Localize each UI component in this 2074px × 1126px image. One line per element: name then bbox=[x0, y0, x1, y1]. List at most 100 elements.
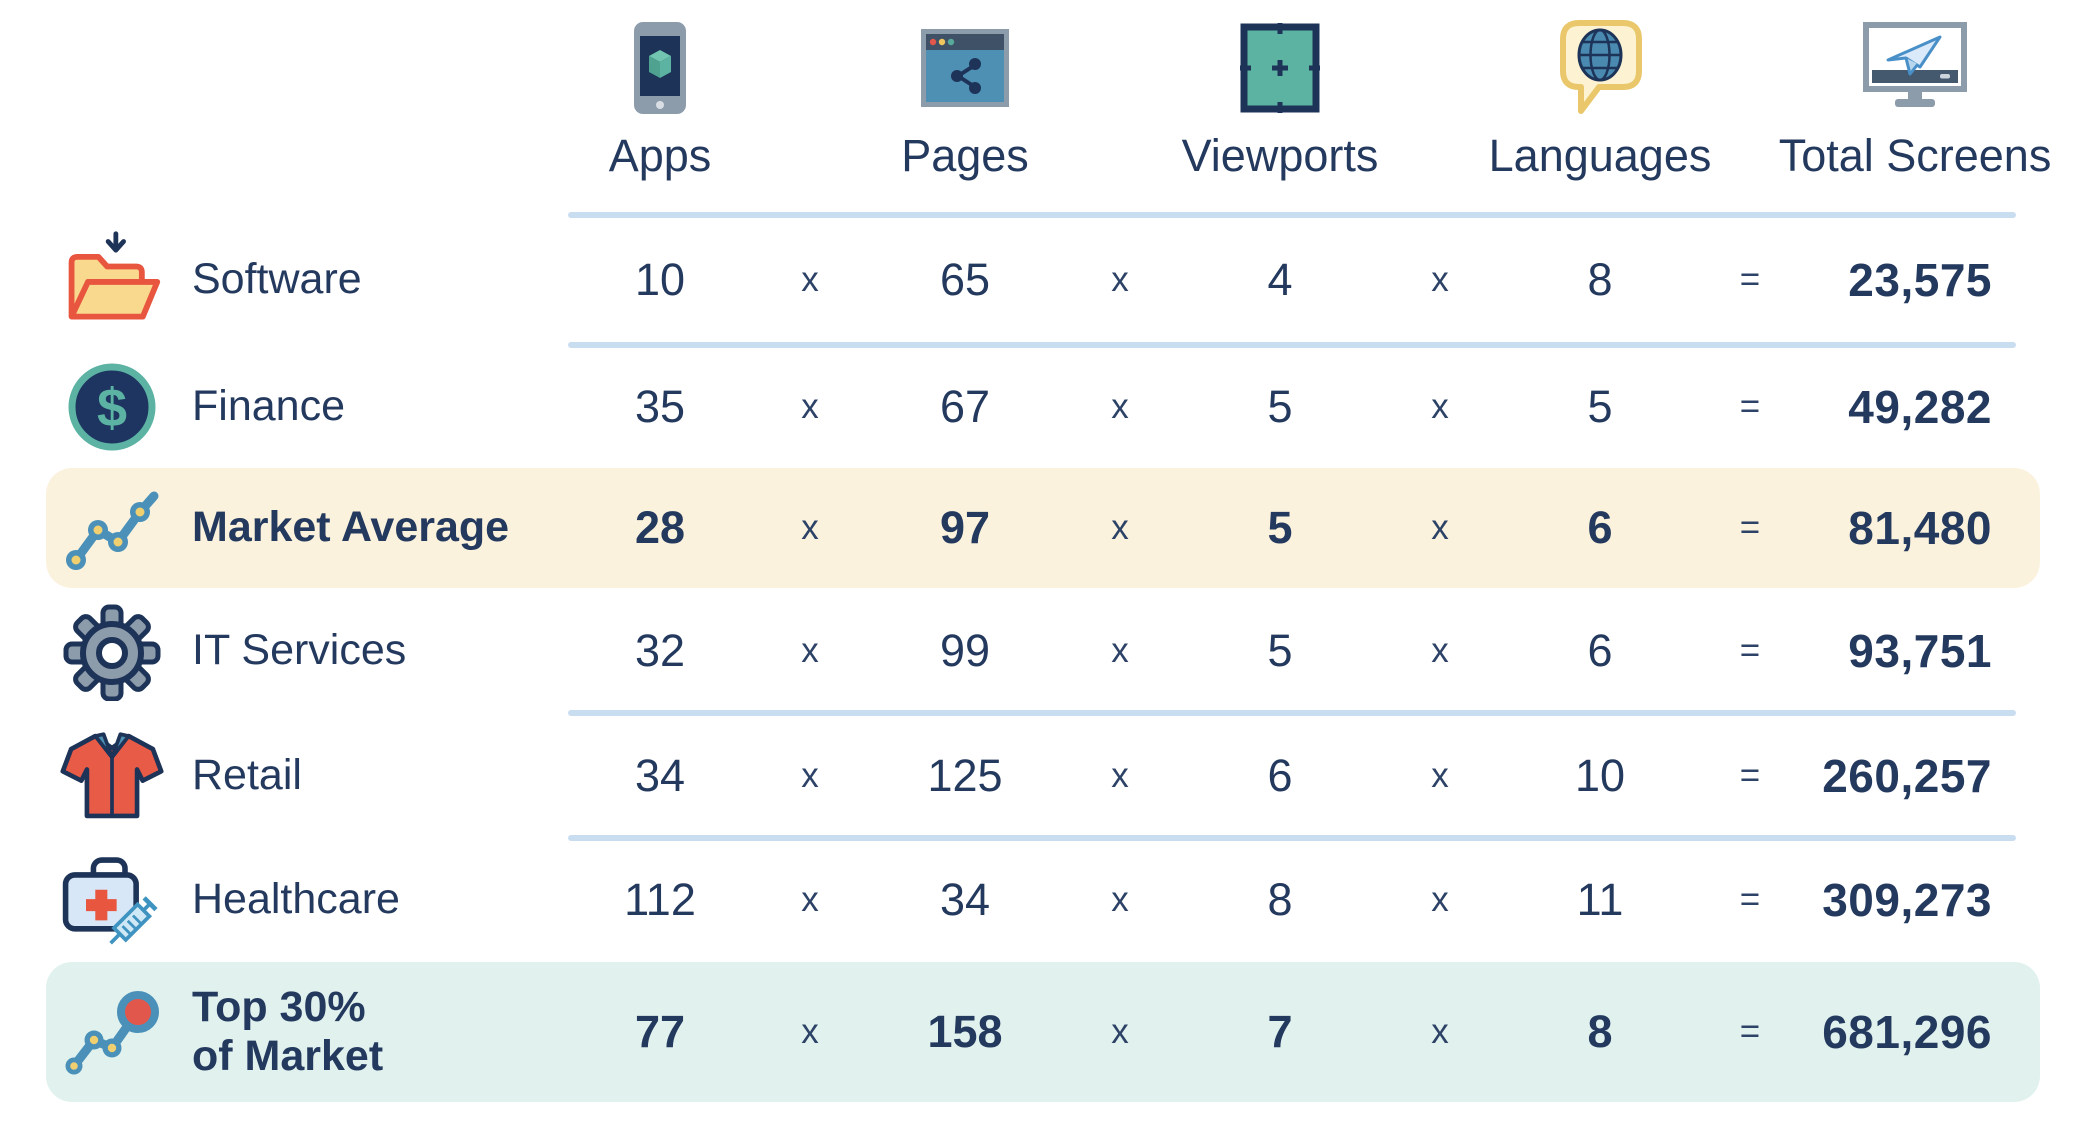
total-screens-value: 49,282 bbox=[1848, 380, 1992, 433]
multiply-operator: x bbox=[801, 386, 819, 426]
apps-value: 34 bbox=[634, 749, 686, 801]
viewports-value: 8 bbox=[1267, 874, 1293, 925]
languages-value: 6 bbox=[1587, 624, 1613, 676]
row-label-line-2: of Market bbox=[192, 1032, 384, 1080]
column-header-total-screens: Total Screens bbox=[1779, 0, 2051, 179]
pages-value: 125 bbox=[927, 749, 1003, 801]
equals-operator: = bbox=[1739, 386, 1761, 426]
table-row-it-services: IT Services 32 x 99 x 5 x 6 = 93,751 bbox=[46, 588, 2040, 716]
total-screens-value: 93,751 bbox=[1848, 624, 1992, 677]
equals-operator: = bbox=[1739, 508, 1761, 547]
multiply-operator: x bbox=[1431, 880, 1449, 919]
row-label: Software bbox=[192, 255, 362, 304]
equals-operator: = bbox=[1739, 630, 1761, 670]
multiply-operator: x bbox=[1111, 386, 1129, 426]
equals-operator: = bbox=[1739, 880, 1761, 919]
column-header-languages: Languages bbox=[1489, 0, 1711, 179]
screens-multiplication-table: Apps Pages bbox=[46, 0, 2051, 1102]
table-row-finance: $ Finance 35 x 67 x 5 x 5 = 49,282 bbox=[46, 345, 2040, 468]
viewports-value: 5 bbox=[1267, 380, 1293, 432]
pages-value: 158 bbox=[927, 1006, 1003, 1057]
apps-value: 112 bbox=[624, 874, 696, 925]
row-label-line-1: Top 30% bbox=[192, 982, 366, 1031]
multiply-operator: x bbox=[1111, 630, 1129, 670]
pages-value: 34 bbox=[939, 874, 991, 925]
total-screens-value: 260,257 bbox=[1822, 749, 1992, 802]
apps-value: 28 bbox=[634, 502, 686, 553]
column-label: Apps bbox=[608, 130, 712, 181]
total-screens-value: 309,273 bbox=[1822, 874, 1992, 926]
row-label: Retail bbox=[192, 750, 302, 799]
languages-value: 8 bbox=[1587, 1006, 1613, 1057]
multiply-operator: x bbox=[801, 880, 819, 919]
languages-value: 10 bbox=[1574, 749, 1626, 801]
apps-value: 10 bbox=[634, 254, 686, 305]
multiply-operator: x bbox=[1111, 880, 1129, 919]
multiply-operator: x bbox=[1431, 260, 1449, 299]
multiply-operator: x bbox=[1431, 1012, 1449, 1051]
multiply-operator: x bbox=[1431, 755, 1449, 795]
languages-icon bbox=[1555, 16, 1645, 120]
viewports-value: 4 bbox=[1267, 254, 1293, 305]
multiply-operator: x bbox=[1431, 630, 1449, 670]
row-label: Finance bbox=[192, 381, 345, 430]
pages-value: 99 bbox=[939, 624, 991, 676]
total-screens-value: 23,575 bbox=[1848, 254, 1992, 306]
equals-operator: = bbox=[1739, 260, 1761, 299]
multiply-operator: x bbox=[1111, 755, 1129, 795]
total-screens-value: 81,480 bbox=[1848, 502, 1992, 554]
pages-value: 65 bbox=[939, 254, 991, 305]
viewports-value: 5 bbox=[1267, 502, 1293, 553]
languages-value: 11 bbox=[1576, 874, 1624, 925]
row-label: Healthcare bbox=[192, 875, 400, 924]
header-row: Apps Pages bbox=[46, 0, 2051, 218]
apps-value: 35 bbox=[634, 380, 686, 432]
multiply-operator: x bbox=[801, 1012, 819, 1051]
column-label: Total Screens bbox=[1778, 130, 2052, 181]
table-row-top-30-of-market: Top 30% of Market 77 x 158 x 7 x 8 = 681… bbox=[46, 962, 2040, 1102]
column-header-pages: Pages bbox=[860, 0, 1070, 179]
languages-value: 6 bbox=[1587, 502, 1613, 553]
finance-dollar-icon: $ bbox=[60, 353, 164, 461]
svg-text:$: $ bbox=[97, 378, 127, 438]
table-row-healthcare: Healthcare 112 x 34 x 8 x 11 = 309,273 bbox=[46, 838, 2040, 962]
column-header-viewports: Viewports bbox=[1170, 0, 1390, 179]
healthcare-medkit-icon bbox=[60, 846, 164, 954]
viewports-value: 5 bbox=[1267, 624, 1293, 676]
column-header-apps: Apps bbox=[560, 0, 760, 179]
apps-icon bbox=[628, 16, 692, 120]
table-row-software: Software 10 x 65 x 4 x 8 = 23,575 bbox=[46, 215, 2040, 348]
multiply-operator: x bbox=[1431, 508, 1449, 547]
market-average-trend-icon bbox=[60, 474, 164, 582]
retail-shirt-icon bbox=[60, 722, 164, 830]
total-screens-icon bbox=[1862, 16, 1968, 120]
multiply-operator: x bbox=[801, 260, 819, 299]
row-label: Market Average bbox=[192, 503, 510, 552]
apps-value: 77 bbox=[634, 1006, 686, 1057]
multiply-operator: x bbox=[801, 630, 819, 670]
equals-operator: = bbox=[1739, 755, 1761, 795]
multiply-operator: x bbox=[801, 755, 819, 795]
viewports-value: 7 bbox=[1267, 1006, 1293, 1057]
equals-operator: = bbox=[1739, 1012, 1761, 1051]
table-row-market-average: Market Average 28 x 97 x 5 x 6 = 81,480 bbox=[46, 468, 2040, 588]
multiply-operator: x bbox=[1431, 386, 1449, 426]
table-row-retail: Retail 34 x 125 x 6 x 10 = 260,257 bbox=[46, 713, 2040, 841]
languages-value: 8 bbox=[1587, 254, 1613, 305]
multiply-operator: x bbox=[1111, 260, 1129, 299]
row-label: Top 30% of Market bbox=[192, 983, 383, 1082]
top-market-trend-icon bbox=[60, 978, 164, 1086]
multiply-operator: x bbox=[1111, 508, 1129, 547]
row-label: IT Services bbox=[192, 625, 407, 674]
multiply-operator: x bbox=[801, 508, 819, 547]
it-services-gear-icon bbox=[60, 597, 164, 705]
total-screens-value: 681,296 bbox=[1822, 1006, 1992, 1058]
pages-value: 67 bbox=[939, 380, 991, 432]
software-folder-icon bbox=[60, 226, 164, 334]
pages-icon bbox=[919, 16, 1011, 120]
viewports-value: 6 bbox=[1267, 749, 1293, 801]
column-label: Viewports bbox=[1181, 130, 1379, 181]
multiply-operator: x bbox=[1111, 1012, 1129, 1051]
viewports-icon bbox=[1239, 16, 1321, 120]
apps-value: 32 bbox=[634, 624, 686, 676]
